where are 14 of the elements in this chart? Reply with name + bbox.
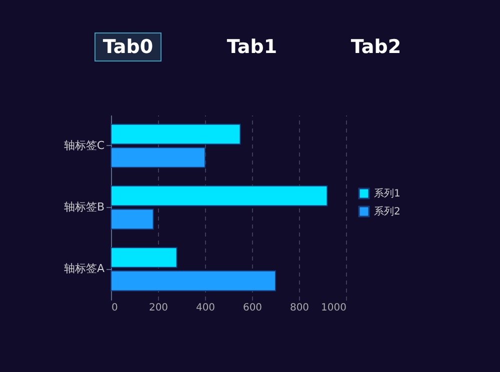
text: Tab0 — [102, 36, 154, 58]
y-tick-label: 轴标签B — [64, 200, 104, 214]
x-tick-label: 200 — [148, 302, 168, 314]
x-tick-label: 400 — [196, 302, 216, 314]
x-tick-label: 600 — [242, 302, 262, 314]
text: Tab2 — [350, 36, 402, 58]
x-tick-label: 1000 — [321, 302, 346, 314]
y-tick-label: 轴标签A — [64, 262, 105, 276]
legend-label: 系列1 — [374, 188, 400, 200]
x-tick-label: 0 — [112, 302, 118, 314]
legend-label: 系列2 — [374, 206, 400, 218]
y-tick-label: 轴标签C — [64, 138, 105, 152]
text: Tab1 — [226, 36, 278, 58]
x-tick-label: 800 — [290, 302, 310, 314]
